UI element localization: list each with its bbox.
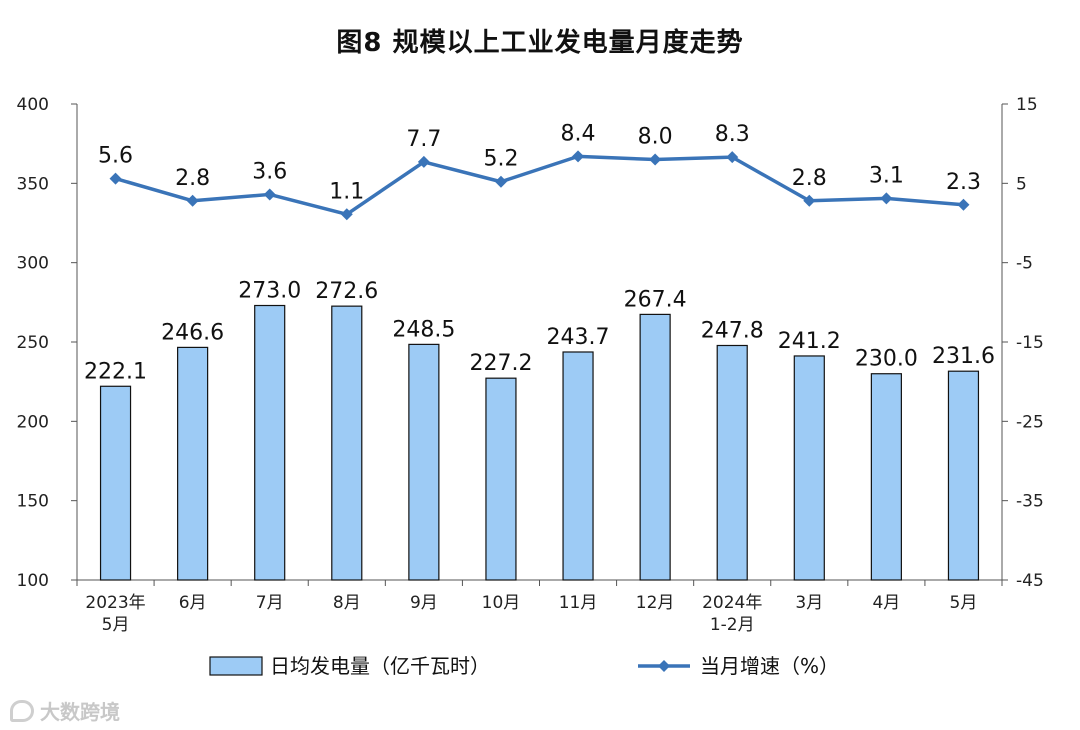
x-tick-label: 3月 (795, 593, 823, 613)
x-tick-label: 10月 (482, 593, 521, 613)
bar-value-label: 241.2 (778, 329, 841, 354)
growth-point (649, 153, 662, 166)
x-tick-label: 4月 (872, 593, 900, 613)
y-tick-label-left: 150 (17, 492, 49, 512)
legend-bar-label: 日均发电量（亿千瓦时） (270, 654, 490, 678)
growth-value-label: 1.1 (329, 179, 364, 204)
y-tick-label-right: -5 (1016, 254, 1033, 274)
x-tick-label: 1-2月 (710, 615, 755, 635)
bar (408, 343, 440, 581)
y-tick-label-right: 5 (1016, 174, 1027, 194)
x-tick-label: 9月 (410, 593, 438, 613)
growth-value-label: 2.3 (946, 170, 981, 195)
x-tick-label: 5月 (950, 593, 978, 613)
y-tick-label-right: -45 (1016, 571, 1044, 591)
growth-value-label: 5.2 (483, 147, 518, 172)
bar (947, 370, 980, 581)
bar (254, 304, 286, 581)
bar-value-label: 230.0 (855, 347, 918, 372)
growth-value-label: 8.4 (561, 121, 596, 146)
bar (485, 377, 517, 581)
y-tick-label-left: 100 (17, 571, 49, 591)
growth-point (186, 194, 199, 207)
growth-point (803, 194, 816, 207)
growth-line (115, 154, 964, 217)
bar (793, 355, 825, 581)
bar (177, 346, 209, 581)
y-tick-label-left: 200 (17, 412, 49, 432)
growth-point (880, 192, 893, 205)
bar (99, 385, 132, 581)
chart-title: 图8 规模以上工业发电量月度走势 (336, 28, 744, 58)
y-tick-label-right: -25 (1016, 412, 1044, 432)
y-tick-label-right: -15 (1016, 333, 1044, 353)
growth-point (109, 172, 122, 185)
x-tick-label: 12月 (636, 593, 675, 613)
bar (562, 351, 594, 581)
y-tick-label-right: 15 (1016, 95, 1038, 115)
growth-value-label: 8.0 (638, 125, 673, 150)
watermark-text: 大数跨境 (40, 700, 120, 724)
growth-value-label: 7.7 (406, 127, 441, 152)
x-tick-label: 5月 (102, 615, 130, 635)
y-tick-label-left: 400 (17, 95, 49, 115)
y-tick-label-left: 250 (17, 333, 49, 353)
y-tick-label-right: -35 (1016, 492, 1044, 512)
y-tick-label-left: 300 (17, 254, 49, 274)
bar (716, 344, 748, 581)
x-tick-label: 8月 (333, 593, 361, 613)
bar-value-label: 243.7 (547, 325, 610, 350)
x-tick-label: 11月 (559, 593, 598, 613)
growth-point (340, 208, 353, 221)
growth-point (494, 175, 507, 188)
growth-value-label: 3.6 (252, 159, 287, 184)
legend-line-marker (658, 660, 670, 672)
growth-value-label: 2.8 (175, 166, 210, 191)
chat-bubble-icon (10, 699, 34, 722)
growth-point (417, 155, 430, 168)
legend-bar-swatch (209, 656, 263, 676)
bar-value-label: 227.2 (469, 351, 532, 376)
x-tick-label: 2023年 (85, 593, 145, 613)
growth-point (957, 198, 970, 211)
bar-value-label: 231.6 (932, 344, 995, 369)
bar-value-label: 273.0 (238, 279, 301, 304)
bar (870, 373, 902, 581)
bar-value-label: 272.6 (315, 279, 378, 304)
growth-point (263, 188, 276, 201)
watermark: 大数跨境 (10, 696, 120, 725)
x-tick-label: 7月 (256, 593, 284, 613)
growth-value-label: 2.8 (792, 166, 827, 191)
bar-value-label: 222.1 (84, 359, 147, 384)
x-tick-label: 6月 (179, 593, 207, 613)
x-tick-label: 2024年 (702, 593, 762, 613)
growth-value-label: 5.6 (98, 144, 133, 169)
growth-value-label: 3.1 (869, 163, 904, 188)
bar (639, 313, 671, 581)
growth-value-label: 8.3 (715, 122, 750, 147)
bar-value-label: 246.6 (161, 320, 224, 345)
bar-value-label: 247.8 (701, 318, 764, 343)
legend-line-label: 当月增速（%） (700, 654, 839, 678)
growth-point (726, 151, 739, 164)
bar-value-label: 267.4 (624, 287, 687, 312)
bar (331, 305, 363, 581)
growth-point (572, 150, 585, 163)
bar-value-label: 248.5 (392, 317, 455, 342)
y-tick-label-left: 350 (17, 174, 49, 194)
